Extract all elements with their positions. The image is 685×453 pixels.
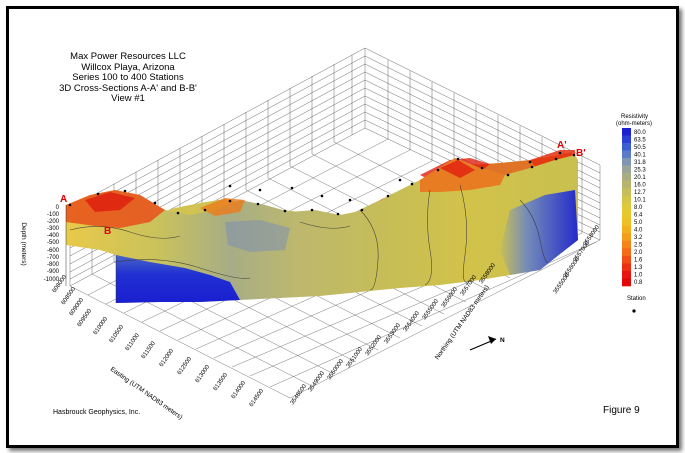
legend-value: 6.4 <box>634 213 643 219</box>
legend-station-label: Station <box>627 296 646 302</box>
north-arrow-icon: N <box>469 336 505 351</box>
legend-value: 8.0 <box>634 205 643 211</box>
depth-tick: -800 <box>47 262 60 268</box>
easting-tick: 614500 <box>249 388 266 408</box>
legend-swatch <box>622 128 631 136</box>
depth-tick: 0 <box>56 205 60 211</box>
legend-value: 4.0 <box>634 228 643 234</box>
legend-swatch <box>622 173 631 181</box>
depth-tick: -200 <box>47 219 60 225</box>
easting-tick: 611000 <box>125 332 142 352</box>
depth-tick: -100 <box>47 212 60 218</box>
legend-swatch <box>622 240 631 249</box>
depth-tick: -1000 <box>44 277 60 283</box>
depth-tick: -900 <box>47 269 60 275</box>
legend-swatch <box>622 188 631 197</box>
legend-swatch <box>622 180 631 189</box>
legend-colorbar <box>622 128 631 287</box>
depth-axis: 0 -100 -200 -300 -400 -500 -600 -700 -80… <box>20 205 60 283</box>
figure-label: Figure 9 <box>603 405 640 416</box>
legend-value: 0.8 <box>634 280 643 286</box>
title-line: Max Power Resources LLC <box>70 51 186 62</box>
northing-tick: 3549000 <box>308 370 327 393</box>
legend-value: 20.1 <box>634 175 646 181</box>
legend-value: 10.1 <box>634 197 646 203</box>
easting-tick: 611500 <box>141 340 158 360</box>
north-arrow-label: N <box>500 337 505 344</box>
legend-swatch <box>622 143 631 151</box>
legend-value: 12.7 <box>634 190 646 196</box>
northing-tick: 3554000 <box>403 310 422 333</box>
section-a-panel <box>66 151 578 303</box>
legend-swatch <box>622 248 631 257</box>
easting-tick: 612500 <box>177 356 194 376</box>
legend-swatch <box>622 270 631 279</box>
legend-value: 1.3 <box>634 265 643 271</box>
title-line: Willcox Playa, Arizona <box>81 61 175 73</box>
depth-tick: -300 <box>47 226 60 232</box>
legend-value: 5.0 <box>634 220 643 226</box>
easting-tick: 610000 <box>93 316 110 336</box>
figure-title-block: Max Power Resources LLC Willcox Playa, A… <box>48 51 208 105</box>
title-line: View #1 <box>111 93 145 104</box>
easting-tick: 609500 <box>77 308 94 328</box>
legend-value: 80.0 <box>634 130 646 136</box>
legend-value: 25.3 <box>634 167 646 173</box>
legend-swatch <box>622 278 631 287</box>
northing-tick: 3553000 <box>384 322 403 345</box>
legend-swatch <box>622 135 631 144</box>
legend-value: 2.0 <box>634 250 643 256</box>
section-label-a-prime: A' <box>557 140 567 151</box>
legend-swatch <box>622 203 631 212</box>
legend-value: 63.5 <box>634 137 646 143</box>
northing-tick: 3548500 <box>290 383 309 406</box>
section-label-b-prime: B' <box>576 148 586 159</box>
legend-value: 40.1 <box>634 152 646 158</box>
title-line: Series 100 to 400 Stations <box>72 72 184 83</box>
legend-swatch <box>622 165 631 174</box>
easting-tick: 614000 <box>231 380 248 400</box>
legend-station-marker <box>632 309 636 313</box>
legend-swatch <box>622 225 631 234</box>
depth-tick: -600 <box>47 248 60 254</box>
title-line: 3D Cross-Sections A-A' and B-B' <box>59 82 197 94</box>
northing-tick: 3555000 <box>422 298 441 321</box>
northing-tick: 3551000 <box>346 346 365 369</box>
legend-value: 2.5 <box>634 243 643 249</box>
easting-tick: 613500 <box>213 372 230 392</box>
legend: Resistivity (ohm-meters) 80.063.5 50.540.… <box>616 114 652 313</box>
legend-value: 50.5 <box>634 145 646 151</box>
legend-title: Resistivity <box>621 114 648 120</box>
legend-swatch <box>622 150 631 159</box>
legend-value: 1.0 <box>634 273 643 279</box>
legend-value: 1.6 <box>634 258 643 264</box>
legend-units: (ohm-meters) <box>616 121 652 127</box>
company-credit: Hasbrouck Geophysics, Inc. <box>53 409 141 416</box>
easting-tick: 613000 <box>195 364 212 384</box>
depth-tick: -700 <box>47 255 60 261</box>
legend-swatch <box>622 255 631 264</box>
section-label-b: B <box>104 226 111 237</box>
northing-tick: 3550000 <box>327 358 346 381</box>
legend-swatch <box>622 210 631 219</box>
northing-tick: 3552000 <box>365 334 384 357</box>
legend-value: 31.8 <box>634 160 646 166</box>
northing-tick: 3556000 <box>441 286 460 309</box>
depth-tick: -500 <box>47 240 60 246</box>
legend-swatch <box>622 263 631 272</box>
legend-swatch <box>622 233 631 242</box>
depth-axis-label: Depth (meters) <box>20 222 27 265</box>
depth-tick: -400 <box>47 233 60 239</box>
legend-value: 3.2 <box>634 235 643 241</box>
easting-tick: 612000 <box>159 348 176 368</box>
section-label-a: A <box>60 194 67 205</box>
legend-swatch <box>622 218 631 227</box>
legend-swatch <box>622 158 631 166</box>
legend-swatch <box>622 195 631 204</box>
easting-tick: 610500 <box>109 324 126 344</box>
legend-value: 16.0 <box>634 182 646 188</box>
